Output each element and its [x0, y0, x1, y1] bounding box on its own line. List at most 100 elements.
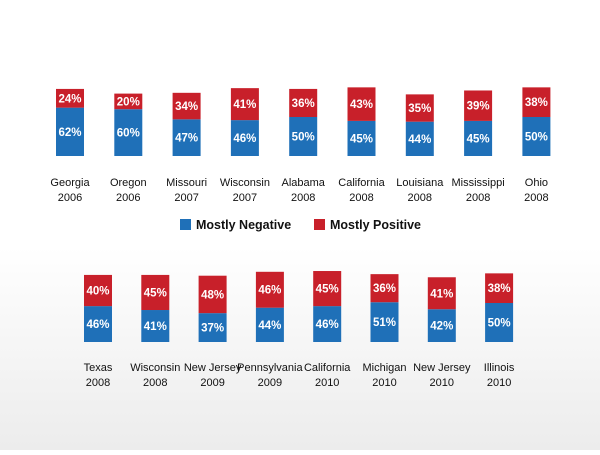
data-label-positive: 43%: [350, 99, 373, 111]
bar-group: 42% 41% New Jersey 2010: [413, 277, 471, 389]
bar-segment-negative: [56, 107, 84, 156]
bar-segment-negative: [230, 120, 259, 156]
bar-group: 62% 24% Georgia 2006: [50, 88, 90, 204]
category-label-state: New Jersey: [413, 362, 471, 374]
data-label-positive: 38%: [488, 283, 511, 295]
bar-group: 45% 39% Mississippi 2008: [452, 90, 505, 204]
bar-segment-positive: [255, 271, 284, 308]
bar-segment-positive: [427, 277, 456, 310]
category-label-year: 2006: [58, 192, 82, 204]
bar-segment-positive: [114, 93, 143, 110]
category-label-year: 2010: [430, 377, 454, 389]
category-label-year: 2008: [524, 192, 548, 204]
bar-group: 46% 41% Wisconsin 2007: [220, 88, 270, 204]
data-label-negative: 37%: [201, 323, 224, 335]
data-label-positive: 39%: [467, 101, 490, 113]
category-label-state: California: [338, 177, 385, 189]
bar-segment-negative: [522, 117, 551, 156]
category-label-year: 2008: [408, 192, 432, 204]
bar-segment-negative: [289, 117, 318, 156]
data-label-positive: 46%: [258, 285, 281, 297]
category-label-state: Missouri: [166, 177, 207, 189]
data-label-positive: 48%: [201, 289, 224, 301]
bar-segment-positive: [141, 274, 170, 311]
bar-group: 45% 43% California 2008: [338, 87, 386, 204]
category-label-year: 2010: [315, 377, 339, 389]
category-label-state: Alabama: [281, 177, 325, 189]
category-label-year: 2008: [291, 192, 315, 204]
data-label-negative: 50%: [525, 132, 548, 144]
data-label-positive: 34%: [175, 101, 198, 113]
legend-swatch-positive: [314, 219, 325, 230]
bar-group: 37% 48% New Jersey 2009: [184, 275, 242, 389]
data-label-positive: 45%: [316, 284, 339, 296]
bar-segment-negative: [114, 109, 143, 156]
data-label-positive: 40%: [86, 286, 109, 298]
category-label-year: 2006: [116, 192, 140, 204]
bar-segment-negative: [405, 121, 434, 156]
bar-group: 44% 46% Pennsylvania 2009: [237, 271, 303, 389]
bar-group: 46% 40% Texas 2008: [84, 274, 113, 389]
data-label-negative: 46%: [316, 319, 339, 331]
data-label-positive: 41%: [233, 99, 256, 111]
category-label-year: 2008: [143, 377, 167, 389]
bar-segment-negative: [198, 313, 227, 342]
category-label-year: 2007: [233, 192, 257, 204]
category-label-state: California: [304, 362, 351, 374]
category-label-year: 2008: [466, 192, 490, 204]
data-label-positive: 36%: [292, 98, 315, 110]
bar-segment-positive: [289, 88, 318, 117]
category-label-year: 2008: [86, 377, 110, 389]
category-label-year: 2008: [349, 192, 373, 204]
bar-group: 50% 38% Illinois 2010: [484, 273, 515, 389]
data-label-negative: 46%: [86, 319, 109, 331]
category-label-state: Michigan: [362, 362, 406, 374]
bar-segment-positive: [464, 90, 493, 121]
category-label-state: Pennsylvania: [237, 362, 303, 374]
data-label-positive: 41%: [430, 288, 453, 300]
bar-segment-positive: [347, 87, 376, 121]
bar-segment-positive: [198, 275, 227, 314]
bar-segment-negative: [370, 302, 399, 342]
data-label-negative: 45%: [467, 133, 490, 145]
bar-segment-negative: [464, 120, 493, 156]
data-label-negative: 50%: [292, 132, 315, 144]
bar-segment-positive: [313, 271, 342, 307]
bar-segment-positive: [172, 92, 201, 120]
category-label-year: 2010: [487, 377, 511, 389]
legend-label-negative: Mostly Negative: [196, 218, 291, 232]
category-label-state: Wisconsin: [220, 177, 270, 189]
bar-segment-positive: [230, 88, 259, 121]
category-label-state: Georgia: [50, 177, 90, 189]
data-label-negative: 62%: [58, 127, 81, 139]
bar-segment-negative: [313, 306, 342, 342]
category-label-state: Texas: [84, 362, 113, 374]
data-label-negative: 60%: [117, 128, 140, 140]
chart-bottom-row: 46% 40% Texas 2008 41% 45% Wisconsin 2008 37% 48%…: [84, 271, 515, 389]
bar-segment-positive: [84, 274, 112, 307]
bar-group: 41% 45% Wisconsin 2008: [130, 274, 180, 389]
bar-segment-negative: [141, 310, 170, 342]
bar-segment-negative: [172, 119, 201, 156]
data-label-positive: 45%: [144, 287, 167, 299]
data-label-positive: 24%: [58, 93, 81, 105]
data-label-negative: 45%: [350, 133, 373, 145]
legend-swatch-negative: [180, 219, 191, 230]
data-label-positive: 35%: [408, 103, 431, 115]
data-label-negative: 44%: [408, 134, 431, 146]
category-label-state: Illinois: [484, 362, 515, 374]
category-label-year: 2007: [174, 192, 198, 204]
chart-top-row: 62% 24% Georgia 2006 60% 20% Oregon 2006 47% 34% M…: [50, 87, 551, 204]
bar-segment-negative: [255, 307, 284, 342]
data-label-positive: 20%: [117, 96, 140, 108]
bar-segment-positive: [485, 273, 514, 303]
bar-segment-positive: [405, 94, 434, 122]
bar-segment-positive: [56, 88, 84, 108]
data-label-positive: 36%: [373, 283, 396, 295]
category-label-state: Ohio: [525, 177, 548, 189]
bar-segment-negative: [84, 306, 112, 342]
bar-group: 50% 38% Ohio 2008: [522, 87, 551, 204]
data-label-negative: 47%: [175, 133, 198, 145]
data-label-positive: 38%: [525, 97, 548, 109]
